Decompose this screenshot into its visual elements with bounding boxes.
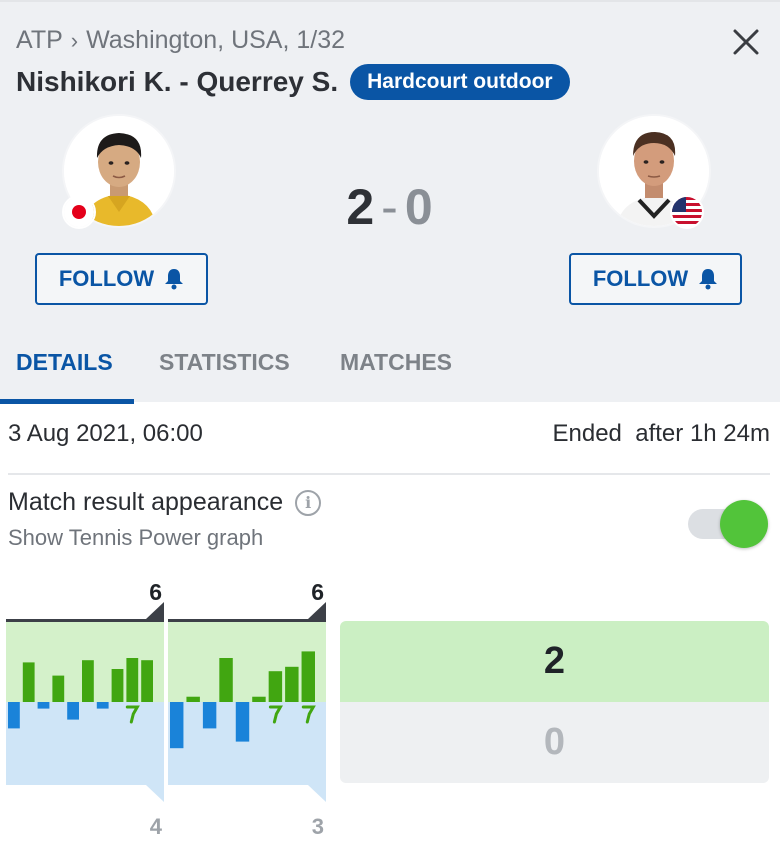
home-set-marker xyxy=(308,602,326,619)
away-set-games: 4 xyxy=(150,814,163,834)
tab-details[interactable]: DETAILS xyxy=(16,349,113,375)
break-point-icon xyxy=(125,705,140,724)
away-game-bar xyxy=(235,702,250,742)
home-set-games: 6 xyxy=(149,579,162,605)
home-game-bar xyxy=(141,660,153,702)
match-status: Ended after 1h 24m xyxy=(553,420,771,456)
home-power-area xyxy=(168,622,326,702)
home-game-bar xyxy=(186,696,200,702)
match-title: Nishikori K. - Querrey S. xyxy=(16,66,339,97)
home-game-bar xyxy=(252,696,266,702)
home-game-bar xyxy=(126,658,139,702)
break-point-icon xyxy=(301,705,316,724)
away-game-bar xyxy=(37,702,50,709)
away-game-bar xyxy=(96,702,109,709)
home-set-marker xyxy=(146,602,164,619)
setting-subtitle: Show Tennis Power graph xyxy=(8,525,264,550)
set-bottom-line xyxy=(6,782,164,785)
set-separator xyxy=(164,616,168,806)
breadcrumb-event[interactable]: Washington, USA, 1/32 xyxy=(86,26,346,54)
away-game-bar xyxy=(202,702,217,729)
setting-title-text: Match result appearance xyxy=(8,488,284,516)
home-score: 2 xyxy=(346,179,376,235)
away-set-marker xyxy=(146,785,164,802)
match-datetime: 3 Aug 2021, 06:00 xyxy=(8,420,203,447)
divider xyxy=(8,473,770,475)
home-game-bar xyxy=(22,662,35,702)
follow-away-label: FOLLOW xyxy=(592,266,689,291)
away-player-avatar[interactable] xyxy=(597,114,711,228)
sets-total-panel: 2 0 xyxy=(340,621,769,783)
breadcrumb: ATP › Washington, USA, 1/32 xyxy=(16,26,345,55)
home-game-bar xyxy=(82,660,94,702)
match-duration: after 1h 24m xyxy=(635,420,770,447)
match-info-row: 3 Aug 2021, 06:00 Ended after 1h 24m xyxy=(8,420,770,456)
home-game-bar xyxy=(52,675,65,702)
home-game-bar xyxy=(111,669,124,702)
tennis-power-toggle[interactable] xyxy=(688,500,768,548)
follow-home-label: FOLLOW xyxy=(58,266,155,291)
away-power-area xyxy=(6,702,164,782)
tab-statistics[interactable]: STATISTICS xyxy=(159,349,290,375)
away-set-marker xyxy=(308,785,326,802)
away-game-bar xyxy=(170,702,184,749)
usa-flag-icon xyxy=(670,195,704,229)
surface-badge: Hardcourt outdoor xyxy=(350,64,570,100)
bell-icon xyxy=(165,269,184,290)
match-score: 2-0 xyxy=(0,178,780,236)
set-bottom-line xyxy=(168,782,326,785)
japan-flag-icon xyxy=(62,195,96,229)
setting-title: Match result appearance i xyxy=(8,488,322,517)
away-game-bar xyxy=(67,702,79,720)
breadcrumb-tour[interactable]: ATP xyxy=(16,26,63,54)
home-game-bar xyxy=(219,658,233,702)
set-top-line xyxy=(168,619,326,622)
home-game-bar xyxy=(285,666,299,702)
follow-home-button[interactable]: FOLLOW xyxy=(35,253,208,305)
tennis-power-graph: 6 4 6 3 xyxy=(6,579,326,834)
away-set-games: 3 xyxy=(312,814,324,834)
title-row: Nishikori K. - Querrey S. Hardcourt outd… xyxy=(16,64,570,100)
away-game-bar xyxy=(8,702,20,729)
follow-away-button[interactable]: FOLLOW xyxy=(569,253,742,305)
active-tab-indicator xyxy=(0,399,134,404)
away-score: 0 xyxy=(404,179,434,235)
toggle-knob xyxy=(720,500,768,548)
home-game-bar xyxy=(268,671,283,702)
info-icon[interactable]: i xyxy=(295,489,322,516)
tab-bar: DETAILS STATISTICS MATCHES xyxy=(0,342,780,404)
home-sets-total: 2 xyxy=(340,621,769,702)
score-separator: - xyxy=(381,179,399,235)
home-set-games: 6 xyxy=(311,579,324,605)
away-sets-total: 0 xyxy=(340,702,769,783)
tab-matches[interactable]: MATCHES xyxy=(340,349,453,375)
status-label: Ended xyxy=(552,420,622,447)
break-point-icon xyxy=(268,705,283,724)
bell-icon xyxy=(699,269,718,290)
close-icon[interactable] xyxy=(730,26,762,58)
set-top-line xyxy=(6,619,164,622)
match-header: ATP › Washington, USA, 1/32 Nishikori K.… xyxy=(0,0,780,404)
breadcrumb-separator: › xyxy=(70,27,79,53)
home-game-bar xyxy=(301,651,315,702)
